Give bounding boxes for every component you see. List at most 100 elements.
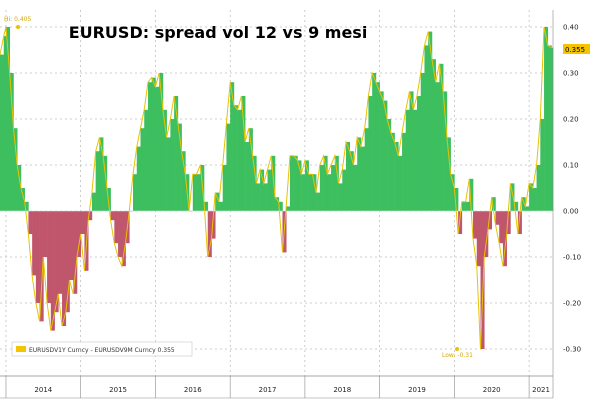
data-bar bbox=[226, 123, 231, 211]
y-tick-label: 0.30 bbox=[563, 70, 579, 78]
data-bar bbox=[58, 211, 63, 294]
data-bar bbox=[510, 183, 515, 211]
y-tick-label: 0.10 bbox=[563, 162, 579, 170]
data-bar bbox=[327, 174, 332, 211]
data-bar bbox=[413, 109, 418, 211]
x-tick-label: 2015 bbox=[109, 386, 127, 394]
y-tick-label: -0.10 bbox=[563, 254, 581, 262]
x-tick-label: 2018 bbox=[333, 386, 351, 394]
data-bar bbox=[532, 188, 537, 211]
last-value-text: 0.355 bbox=[565, 46, 585, 54]
data-bar bbox=[342, 169, 347, 211]
data-bar bbox=[248, 128, 253, 211]
data-bar bbox=[428, 31, 433, 211]
data-bar bbox=[506, 211, 511, 234]
data-bar bbox=[435, 82, 440, 211]
data-bar bbox=[20, 188, 25, 211]
data-bar bbox=[28, 211, 33, 234]
data-bar bbox=[260, 169, 265, 211]
last-value-box bbox=[563, 44, 590, 54]
high-annotation: Hi: 0.405 bbox=[4, 16, 31, 29]
data-bar bbox=[360, 146, 365, 211]
data-bar bbox=[469, 178, 474, 211]
data-bar bbox=[230, 82, 235, 211]
y-tick-label: 0.20 bbox=[563, 116, 579, 124]
data-bar bbox=[110, 211, 115, 221]
data-bar bbox=[0, 54, 5, 211]
data-bar bbox=[76, 211, 82, 257]
data-bar bbox=[297, 160, 302, 211]
data-bar bbox=[9, 73, 14, 211]
data-bar bbox=[289, 155, 294, 211]
data-bar bbox=[465, 201, 470, 211]
data-bar bbox=[65, 211, 70, 313]
data-bar bbox=[252, 155, 257, 211]
x-tick-label: 2016 bbox=[184, 386, 202, 394]
x-tick-label: 2019 bbox=[408, 386, 426, 394]
data-bar bbox=[304, 160, 309, 211]
data-bar bbox=[319, 165, 324, 211]
data-bar bbox=[80, 211, 85, 234]
data-bar bbox=[491, 197, 496, 211]
data-bar bbox=[222, 165, 227, 211]
data-bar bbox=[293, 155, 298, 211]
data-bar bbox=[118, 211, 123, 257]
data-bar bbox=[278, 201, 283, 211]
data-bar bbox=[446, 137, 451, 211]
data-bar bbox=[409, 91, 414, 211]
chart-title: EURUSD: spread vol 12 vs 9 mesi bbox=[69, 23, 368, 42]
data-bar bbox=[439, 63, 444, 211]
data-bar bbox=[133, 174, 138, 211]
data-bar bbox=[50, 211, 55, 331]
y-axis-ticks: 0.40 0.30 0.20 0.10 0.00 -0.10 -0.20 -0.30 bbox=[563, 24, 581, 354]
data-bar bbox=[196, 174, 201, 211]
data-bar bbox=[69, 211, 74, 280]
low-annotation: Low: -0.31 bbox=[442, 347, 473, 359]
data-bar bbox=[192, 174, 197, 211]
data-bar bbox=[323, 155, 328, 211]
data-bar bbox=[487, 211, 493, 230]
y-tick-label: 0.40 bbox=[563, 24, 579, 32]
data-bar bbox=[162, 109, 167, 211]
data-bar bbox=[99, 137, 104, 211]
series-line bbox=[0, 26, 552, 350]
data-bar bbox=[245, 142, 250, 211]
x-tick-label: 2014 bbox=[34, 386, 52, 394]
data-bar bbox=[54, 211, 59, 313]
data-bar bbox=[514, 201, 519, 211]
data-bar bbox=[349, 151, 354, 211]
last-value-badge: 0.355 bbox=[563, 44, 590, 54]
low-label: Low: -0.31 bbox=[442, 352, 473, 359]
data-bar bbox=[73, 211, 78, 294]
data-bar bbox=[256, 183, 261, 211]
data-bar bbox=[35, 211, 40, 303]
data-bar bbox=[177, 123, 182, 211]
data-bar bbox=[32, 211, 37, 276]
data-bar bbox=[204, 201, 209, 211]
data-bar bbox=[170, 119, 175, 211]
data-bar bbox=[263, 183, 268, 211]
data-bar bbox=[544, 27, 549, 211]
data-bar bbox=[155, 86, 160, 211]
data-bar bbox=[416, 96, 422, 211]
data-bar bbox=[431, 59, 436, 212]
high-marker bbox=[16, 25, 20, 29]
data-bar bbox=[473, 211, 478, 239]
data-bar bbox=[103, 155, 108, 211]
data-bar bbox=[166, 137, 171, 211]
x-tick-label: 2020 bbox=[483, 386, 501, 394]
data-bar bbox=[517, 211, 522, 234]
data-bar bbox=[454, 188, 459, 211]
data-bar bbox=[379, 91, 384, 211]
data-bar bbox=[536, 165, 541, 211]
x-tick-label: 2017 bbox=[259, 386, 277, 394]
x-axis-ticks: 2014 2015 2016 2017 2018 2019 2020 2021 bbox=[34, 386, 550, 394]
data-bar bbox=[39, 211, 44, 322]
x-tick-label: 2021 bbox=[532, 386, 550, 394]
data-bar bbox=[353, 165, 358, 211]
data-bar bbox=[136, 146, 141, 211]
data-bar bbox=[174, 96, 179, 211]
data-bar bbox=[443, 91, 448, 211]
data-bar bbox=[159, 73, 164, 211]
